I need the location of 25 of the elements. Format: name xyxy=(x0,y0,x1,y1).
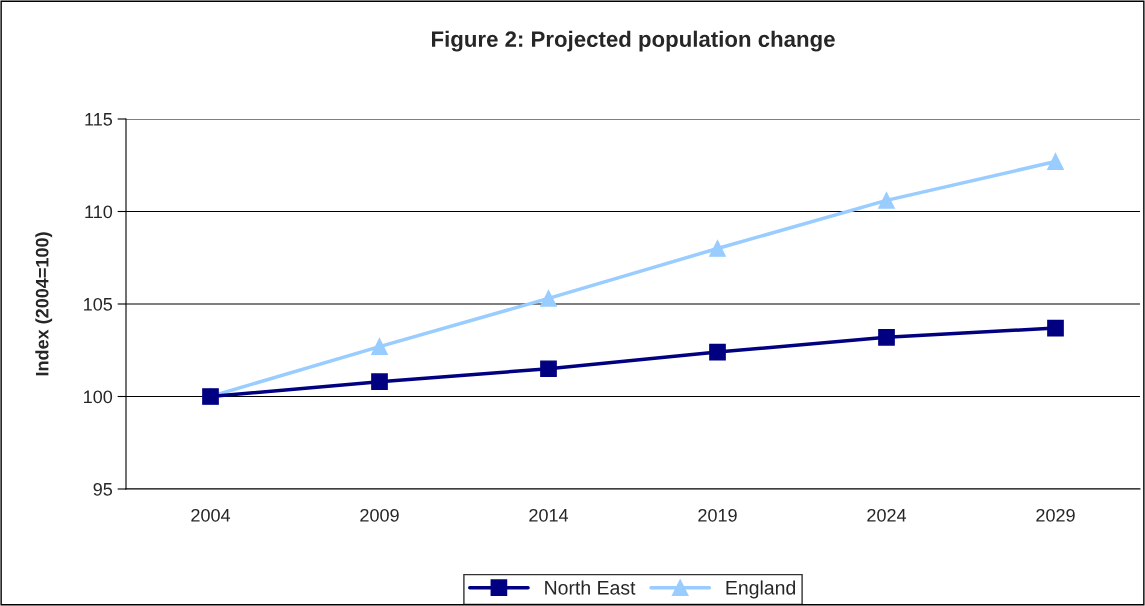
point xyxy=(709,240,726,257)
point xyxy=(1047,319,1064,337)
y-tick-label: 105 xyxy=(84,297,113,311)
y-tick-label: 115 xyxy=(85,113,113,126)
legend-label: England xyxy=(726,580,796,599)
point xyxy=(371,373,388,391)
y-axis-title: Index (2004=100) xyxy=(35,232,53,376)
chart-title: Figure 2: Projected population change xyxy=(432,30,835,52)
x-tick-label: 2019 xyxy=(698,508,737,522)
point xyxy=(878,192,895,209)
x-tick-label: 2014 xyxy=(529,508,569,522)
point xyxy=(878,328,895,346)
y-tick-label: 95 xyxy=(93,482,113,496)
y-tick-label: 110 xyxy=(85,205,113,219)
x-tick-label: 2004 xyxy=(191,508,231,522)
x-tick-label: 2009 xyxy=(360,508,399,522)
point xyxy=(709,343,726,361)
x-tick-label: 2024 xyxy=(867,508,907,522)
x-tick-label: 2029 xyxy=(1036,508,1075,522)
legend-label: North East xyxy=(545,580,636,595)
point xyxy=(540,290,557,307)
point xyxy=(371,338,388,355)
y-tick-label: 100 xyxy=(84,390,113,404)
point xyxy=(1047,153,1064,170)
point xyxy=(540,360,557,378)
